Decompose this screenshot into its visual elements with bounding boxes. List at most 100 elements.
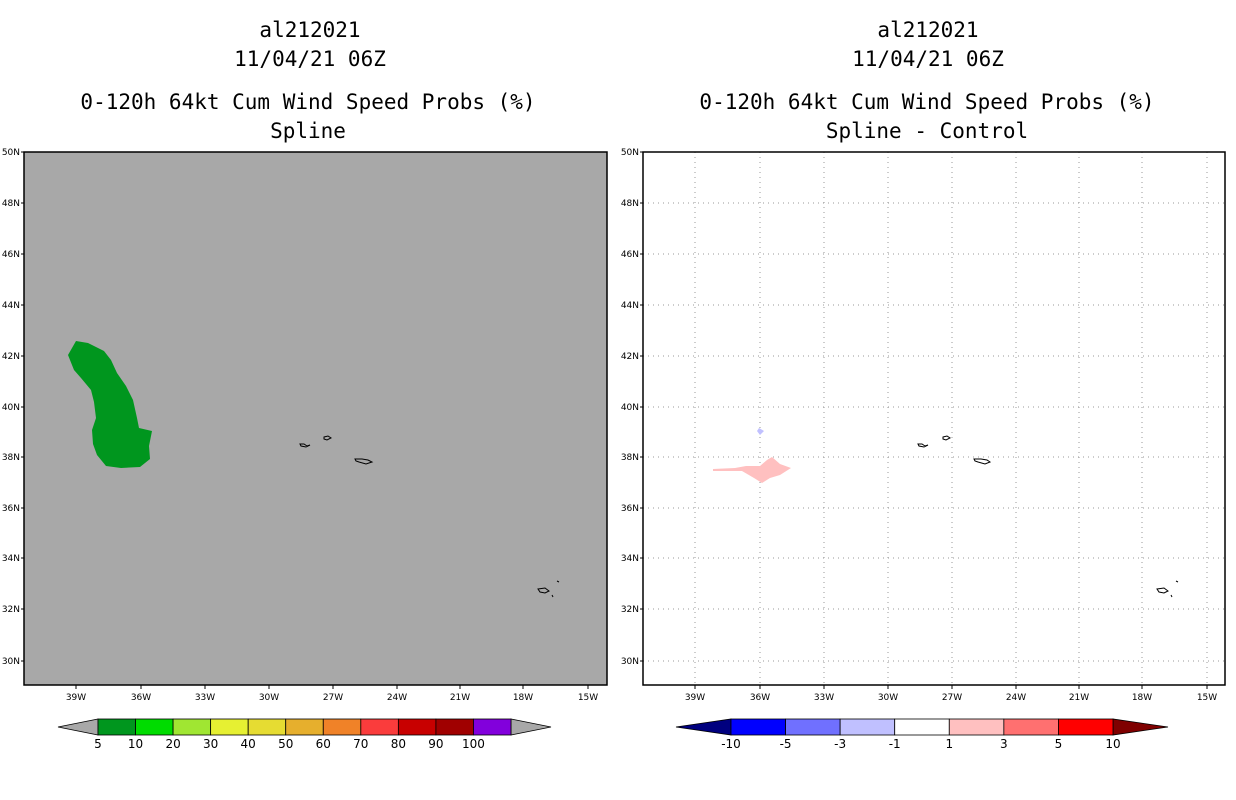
left-probability-field <box>68 341 152 468</box>
left-colorbar-label: 100 <box>462 737 485 751</box>
right-island-flores <box>917 443 929 448</box>
right-lon-label: 15W <box>1197 693 1217 703</box>
left-colorbar: 5 10 20 30 40 50 60 70 80 90 100 <box>57 718 552 751</box>
left-lon-label: 39W <box>66 693 86 703</box>
right-colorbar-swatch <box>894 718 950 736</box>
left-colorbar-label: 10 <box>128 737 143 751</box>
left-colorbar-label: 40 <box>241 737 256 751</box>
left-colorbar-label: 5 <box>94 737 102 751</box>
left-lat-label: 46N <box>2 250 20 260</box>
left-islet-2 <box>551 594 554 598</box>
right-positive-difference <box>713 457 791 483</box>
left-colorbar-swatch <box>97 718 136 736</box>
left-lat-label: 50N <box>2 148 20 158</box>
left-map-frame <box>23 151 608 686</box>
left-colorbar-label: 50 <box>278 737 293 751</box>
left-lat-label: 38N <box>2 453 20 463</box>
left-colorbar-swatch <box>210 718 249 736</box>
right-lon-label: 27W <box>942 693 962 703</box>
left-colorbar-swatch <box>285 718 324 736</box>
right-colorbar-label: 1 <box>945 737 953 751</box>
right-map-background <box>643 152 1225 685</box>
right-lat-label: 48N <box>621 199 639 209</box>
right-map: 50N 48N 46N 44N 42N 40N 38N 36N 34N 32N 30N 39W 36W… <box>621 148 1226 703</box>
right-product-name: 0-120h 64kt Cum Wind Speed Probs (%) <box>699 90 1155 114</box>
left-lat-ticks: 50N 48N 46N 44N 42N 40N 38N 36N 34N 32N 30N <box>2 148 24 667</box>
left-colorbar-label: 90 <box>428 737 443 751</box>
right-map-frame <box>642 151 1226 686</box>
right-colorbar-label: 10 <box>1105 737 1120 751</box>
left-colorbar-label: 70 <box>353 737 368 751</box>
left-island-sao-miguel <box>354 458 374 465</box>
left-lon-label: 27W <box>323 693 343 703</box>
left-lon-label: 30W <box>259 693 279 703</box>
left-lon-ticks: 39W 36W 33W 30W 27W 24W 21W 18W 15W <box>66 685 598 703</box>
right-lon-label: 18W <box>1132 693 1152 703</box>
right-lon-label: 36W <box>750 693 770 703</box>
right-island-sao-miguel <box>973 458 992 465</box>
left-colorbar-label: 30 <box>203 737 218 751</box>
right-colorbar-swatch <box>948 718 1005 736</box>
right-colorbar-label: 5 <box>1055 737 1063 751</box>
right-lat-label: 38N <box>621 453 639 463</box>
right-lon-ticks: 39W 36W 33W 30W 27W 24W 21W 18W 15W <box>685 685 1217 703</box>
right-colorbar-label: -5 <box>780 737 792 751</box>
right-lon-label: 21W <box>1069 693 1089 703</box>
right-lon-label: 24W <box>1006 693 1026 703</box>
left-lat-label: 40N <box>2 403 20 413</box>
right-lat-label: 50N <box>621 148 639 158</box>
left-colorbar-swatch <box>135 718 174 736</box>
left-colorbar-swatch <box>473 718 512 736</box>
left-island-terceira <box>323 435 332 441</box>
left-variant: Spline <box>270 119 346 143</box>
left-lat-label: 44N <box>2 301 20 311</box>
right-lat-label: 36N <box>621 504 639 514</box>
right-colorbar-label: -10 <box>721 737 741 751</box>
left-storm-id: al212021 <box>259 18 361 42</box>
left-lon-label: 18W <box>513 693 533 703</box>
left-colorbar-label: 60 <box>316 737 331 751</box>
right-colorbar-swatch <box>785 718 841 736</box>
right-gridlines <box>643 152 1225 685</box>
right-negative-difference <box>757 428 764 435</box>
left-panel-title: al212021 11/04/21 06Z <box>45 16 575 74</box>
left-colorbar-swatch <box>247 718 287 736</box>
right-colorbar-under-arrow <box>675 718 732 736</box>
right-panel-title: al212021 11/04/21 06Z <box>663 16 1193 74</box>
right-lon-label: 39W <box>685 693 705 703</box>
right-storm-id: al212021 <box>877 18 979 42</box>
right-lon-label: 30W <box>878 693 898 703</box>
left-colorbar-swatch <box>322 718 362 736</box>
right-coastlines <box>917 435 1179 598</box>
left-product-name: 0-120h 64kt Cum Wind Speed Probs (%) <box>80 90 536 114</box>
left-colorbar-label: 80 <box>391 737 406 751</box>
right-lat-label: 40N <box>621 403 639 413</box>
right-colorbar-label: -1 <box>889 737 901 751</box>
left-lon-label: 33W <box>195 693 215 703</box>
right-lat-label: 46N <box>621 250 639 260</box>
right-panel-subtitle: 0-120h 64kt Cum Wind Speed Probs (%) Spl… <box>618 88 1236 146</box>
left-islet-1 <box>556 580 560 583</box>
left-colorbar-swatch <box>172 718 212 736</box>
right-colorbar-swatch <box>1003 718 1059 736</box>
left-lat-label: 48N <box>2 199 20 209</box>
left-colorbar-swatch <box>360 718 399 736</box>
left-lat-label: 36N <box>2 504 20 514</box>
left-lat-label: 34N <box>2 554 20 564</box>
left-colorbar-under-arrow <box>57 718 99 736</box>
left-lat-label: 32N <box>2 605 20 615</box>
left-island-flores <box>299 443 311 448</box>
right-colorbar-label: 3 <box>1000 737 1008 751</box>
right-lat-label: 42N <box>621 352 639 362</box>
left-lon-label: 36W <box>131 693 151 703</box>
right-lat-label: 44N <box>621 301 639 311</box>
right-colorbar-swatch <box>1058 718 1114 736</box>
right-colorbar-over-arrow <box>1112 718 1169 736</box>
left-map: 50N 48N 46N 44N 42N 40N 38N 36N 34N 32N 30N 39W 36W… <box>2 148 608 703</box>
left-datetime: 11/04/21 06Z <box>234 47 386 71</box>
right-lat-ticks: 50N 48N 46N 44N 42N 40N 38N 36N 34N 32N 30N <box>621 148 643 667</box>
right-colorbar-label: -3 <box>834 737 846 751</box>
left-colorbar-swatch <box>435 718 474 736</box>
right-datetime: 11/04/21 06Z <box>852 47 1004 71</box>
